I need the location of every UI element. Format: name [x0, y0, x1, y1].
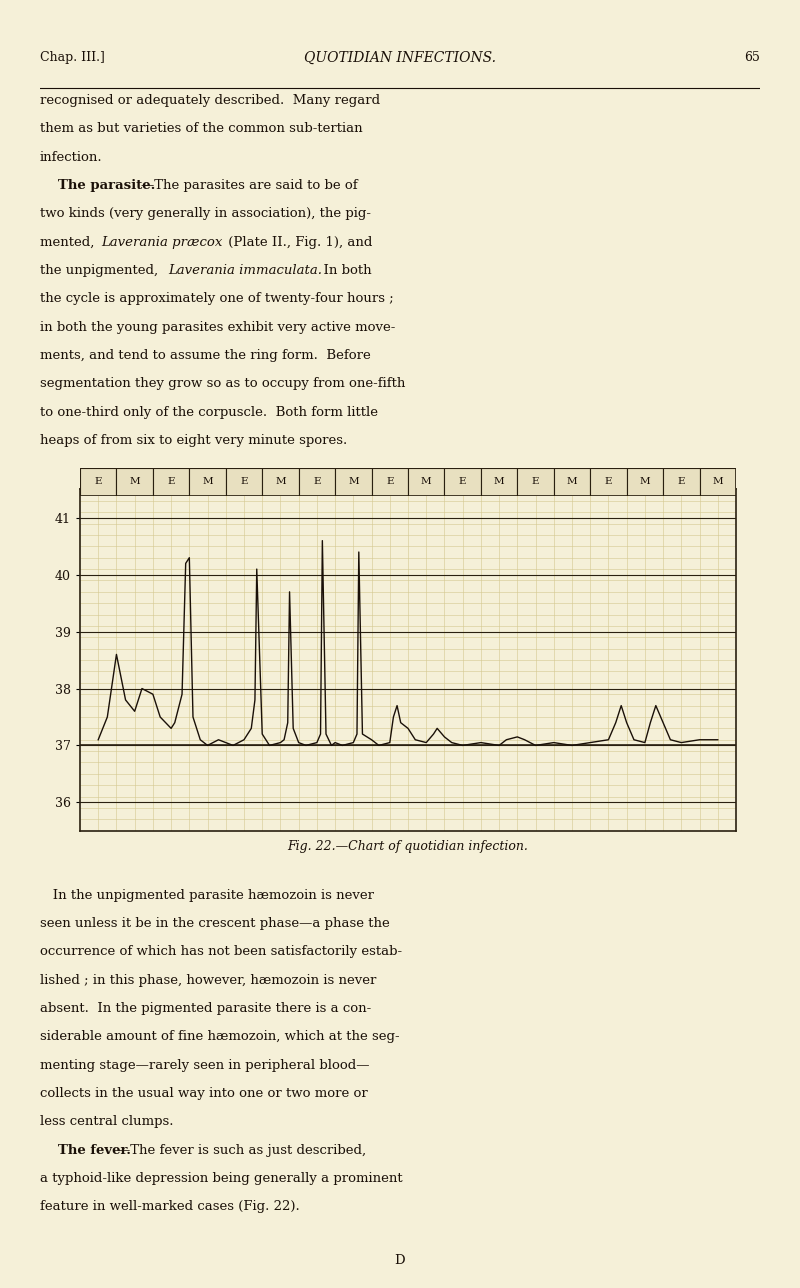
Text: menting stage—rarely seen in peripheral blood—: menting stage—rarely seen in peripheral …: [40, 1059, 370, 1072]
Bar: [371, 468, 408, 496]
Text: seen unless it be in the crescent phase—a phase the: seen unless it be in the crescent phase—…: [40, 917, 390, 930]
Text: Chap. III.]: Chap. III.]: [40, 52, 105, 64]
Text: mented,: mented,: [40, 236, 98, 249]
Text: the unpigmented,: the unpigmented,: [40, 264, 162, 277]
Bar: [590, 468, 626, 496]
Text: Laverania præcox: Laverania præcox: [101, 236, 222, 249]
Text: E: E: [240, 478, 248, 486]
Text: siderable amount of fine hæmozoin, which at the seg-: siderable amount of fine hæmozoin, which…: [40, 1030, 400, 1043]
Text: lished ; in this phase, however, hæmozoin is never: lished ; in this phase, however, hæmozoi…: [40, 974, 376, 987]
Bar: [663, 468, 699, 496]
Text: a typhoid-like depression being generally a prominent: a typhoid-like depression being generall…: [40, 1172, 402, 1185]
Text: E: E: [167, 478, 175, 486]
Bar: [80, 468, 117, 496]
Bar: [408, 468, 445, 496]
Text: In the unpigmented parasite hæmozoin is never: In the unpigmented parasite hæmozoin is …: [40, 889, 374, 902]
Text: the cycle is approximately one of twenty-four hours ;: the cycle is approximately one of twenty…: [40, 292, 394, 305]
Text: heaps of from six to eight very minute spores.: heaps of from six to eight very minute s…: [40, 434, 347, 447]
Text: E: E: [605, 478, 612, 486]
Text: D: D: [394, 1255, 406, 1267]
Text: segmentation they grow so as to occupy from one-fifth: segmentation they grow so as to occupy f…: [40, 377, 406, 390]
Text: QUOTIDIAN INFECTIONS.: QUOTIDIAN INFECTIONS.: [304, 52, 496, 64]
Text: E: E: [386, 478, 394, 486]
Text: E: E: [459, 478, 466, 486]
Text: M: M: [202, 478, 213, 486]
Text: M: M: [639, 478, 650, 486]
Text: M: M: [348, 478, 358, 486]
Bar: [226, 468, 262, 496]
Text: E: E: [532, 478, 539, 486]
Text: M: M: [275, 478, 286, 486]
Text: two kinds (very generally in association), the pig-: two kinds (very generally in association…: [40, 207, 371, 220]
Text: M: M: [494, 478, 505, 486]
Text: recognised or adequately described.  Many regard: recognised or adequately described. Many…: [40, 94, 380, 107]
Text: (Plate II., Fig. 1), and: (Plate II., Fig. 1), and: [224, 236, 372, 249]
Bar: [481, 468, 518, 496]
Bar: [518, 468, 554, 496]
Bar: [190, 468, 226, 496]
Text: collects in the usual way into one or two more or: collects in the usual way into one or tw…: [40, 1087, 368, 1100]
Text: E: E: [313, 478, 321, 486]
Text: less central clumps.: less central clumps.: [40, 1115, 174, 1128]
Bar: [445, 468, 481, 496]
Text: infection.: infection.: [40, 151, 102, 164]
Bar: [262, 468, 298, 496]
Bar: [335, 468, 371, 496]
Text: M: M: [421, 478, 431, 486]
Text: —The fever is such as just described,: —The fever is such as just described,: [117, 1144, 366, 1157]
Text: M: M: [566, 478, 578, 486]
Text: Laverania immaculata.: Laverania immaculata.: [168, 264, 322, 277]
Bar: [117, 468, 153, 496]
Text: In both: In both: [315, 264, 372, 277]
Text: M: M: [130, 478, 140, 486]
Text: The fever.: The fever.: [58, 1144, 131, 1157]
Bar: [699, 468, 736, 496]
Bar: [153, 468, 190, 496]
Text: 65: 65: [744, 52, 760, 64]
Text: feature in well-marked cases (Fig. 22).: feature in well-marked cases (Fig. 22).: [40, 1200, 300, 1213]
Bar: [554, 468, 590, 496]
Text: E: E: [678, 478, 685, 486]
Text: them as but varieties of the common sub-tertian: them as but varieties of the common sub-…: [40, 122, 362, 135]
Text: M: M: [713, 478, 723, 486]
Text: to one-third only of the corpuscle.  Both form little: to one-third only of the corpuscle. Both…: [40, 406, 378, 419]
Text: —The parasites are said to be of: —The parasites are said to be of: [141, 179, 358, 192]
Text: Fig. 22.—Chart of quotidian infection.: Fig. 22.—Chart of quotidian infection.: [287, 840, 529, 854]
Text: occurrence of which has not been satisfactorily estab-: occurrence of which has not been satisfa…: [40, 945, 402, 958]
Text: absent.  In the pigmented parasite there is a con-: absent. In the pigmented parasite there …: [40, 1002, 371, 1015]
Bar: [298, 468, 335, 496]
Text: The parasite.: The parasite.: [58, 179, 155, 192]
Text: E: E: [94, 478, 102, 486]
Text: in both the young parasites exhibit very active move-: in both the young parasites exhibit very…: [40, 321, 395, 334]
Bar: [626, 468, 663, 496]
Text: ments, and tend to assume the ring form.  Before: ments, and tend to assume the ring form.…: [40, 349, 370, 362]
